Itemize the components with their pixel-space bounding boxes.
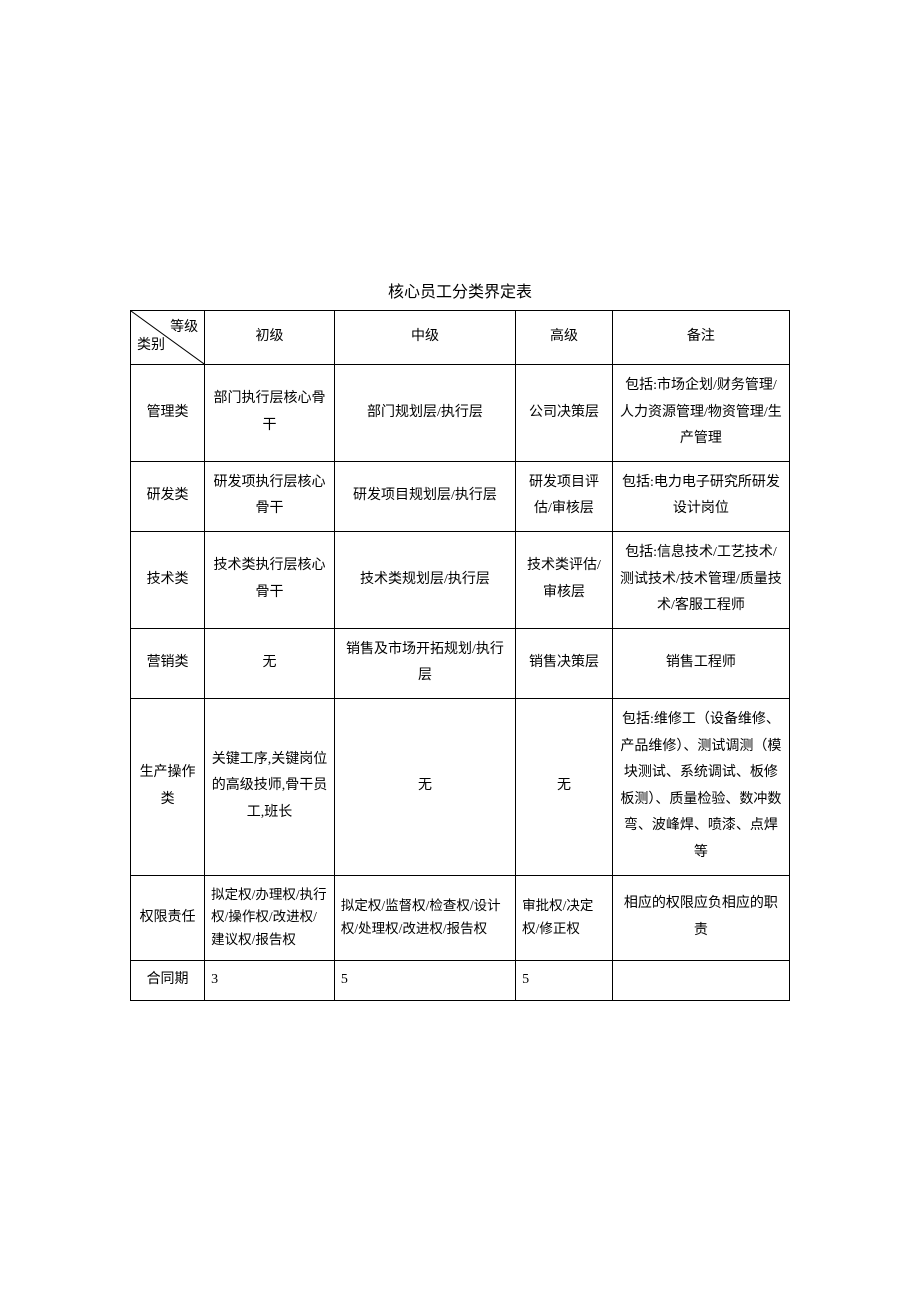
cell: 关键工序,关键岗位的高级技师,骨干员工,班长 [205, 698, 335, 875]
cell: 5 [516, 961, 613, 1001]
table-header-row: 等级 类别 初级 中级 高级 备注 [131, 311, 790, 365]
row-label: 管理类 [131, 365, 205, 462]
cell: 审批权/决定权/修正权 [516, 875, 613, 961]
cell: 包括:电力电子研究所研发设计岗位 [612, 461, 789, 531]
diagonal-header-cell: 等级 类别 [131, 311, 205, 365]
cell: 拟定权/办理权/执行权/操作权/改进权/建议权/报告权 [205, 875, 335, 961]
row-label: 研发类 [131, 461, 205, 531]
cell: 无 [334, 698, 515, 875]
cell: 技术类评估/审核层 [516, 531, 613, 628]
cell: 3 [205, 961, 335, 1001]
cell: 包括:维修工（设备维修、产品维修）、测试调测（模块测试、系统调试、板修板测）、质… [612, 698, 789, 875]
cell: 研发项目评估/审核层 [516, 461, 613, 531]
table-row: 合同期 3 5 5 [131, 961, 790, 1001]
row-label: 生产操作类 [131, 698, 205, 875]
cell: 包括:市场企划/财务管理/人力资源管理/物资管理/生产管理 [612, 365, 789, 462]
cell: 研发项目规划层/执行层 [334, 461, 515, 531]
table-row: 管理类 部门执行层核心骨干 部门规划层/执行层 公司决策层 包括:市场企划/财务… [131, 365, 790, 462]
col-header-notes: 备注 [612, 311, 789, 365]
table-title: 核心员工分类界定表 [130, 278, 790, 302]
cell: 销售及市场开拓规划/执行层 [334, 628, 515, 698]
cell: 销售工程师 [612, 628, 789, 698]
table-row: 生产操作类 关键工序,关键岗位的高级技师,骨干员工,班长 无 无 包括:维修工（… [131, 698, 790, 875]
cell: 包括:信息技术/工艺技术/测试技术/技术管理/质量技术/客服工程师 [612, 531, 789, 628]
table-row: 权限责任 拟定权/办理权/执行权/操作权/改进权/建议权/报告权 拟定权/监督权… [131, 875, 790, 961]
cell: 相应的权限应负相应的职责 [612, 875, 789, 961]
cell [612, 961, 789, 1001]
cell: 无 [516, 698, 613, 875]
classification-table: 等级 类别 初级 中级 高级 备注 管理类 部门执行层核心骨干 部门规划层/执行… [130, 310, 790, 1001]
table-row: 研发类 研发项执行层核心骨干 研发项目规划层/执行层 研发项目评估/审核层 包括… [131, 461, 790, 531]
table-row: 营销类 无 销售及市场开拓规划/执行层 销售决策层 销售工程师 [131, 628, 790, 698]
col-header-mid: 中级 [334, 311, 515, 365]
header-top-label: 等级 [170, 315, 198, 342]
table-row: 技术类 技术类执行层核心骨干 技术类规划层/执行层 技术类评估/审核层 包括:信… [131, 531, 790, 628]
cell: 技术类规划层/执行层 [334, 531, 515, 628]
row-label: 技术类 [131, 531, 205, 628]
col-header-senior: 高级 [516, 311, 613, 365]
cell: 研发项执行层核心骨干 [205, 461, 335, 531]
cell: 部门规划层/执行层 [334, 365, 515, 462]
cell: 5 [334, 961, 515, 1001]
cell: 销售决策层 [516, 628, 613, 698]
row-label: 营销类 [131, 628, 205, 698]
row-label: 权限责任 [131, 875, 205, 961]
col-header-junior: 初级 [205, 311, 335, 365]
cell: 公司决策层 [516, 365, 613, 462]
row-label: 合同期 [131, 961, 205, 1001]
cell: 拟定权/监督权/检查权/设计权/处理权/改进权/报告权 [334, 875, 515, 961]
cell: 部门执行层核心骨干 [205, 365, 335, 462]
cell: 技术类执行层核心骨干 [205, 531, 335, 628]
cell: 无 [205, 628, 335, 698]
header-bottom-label: 类别 [137, 333, 165, 360]
